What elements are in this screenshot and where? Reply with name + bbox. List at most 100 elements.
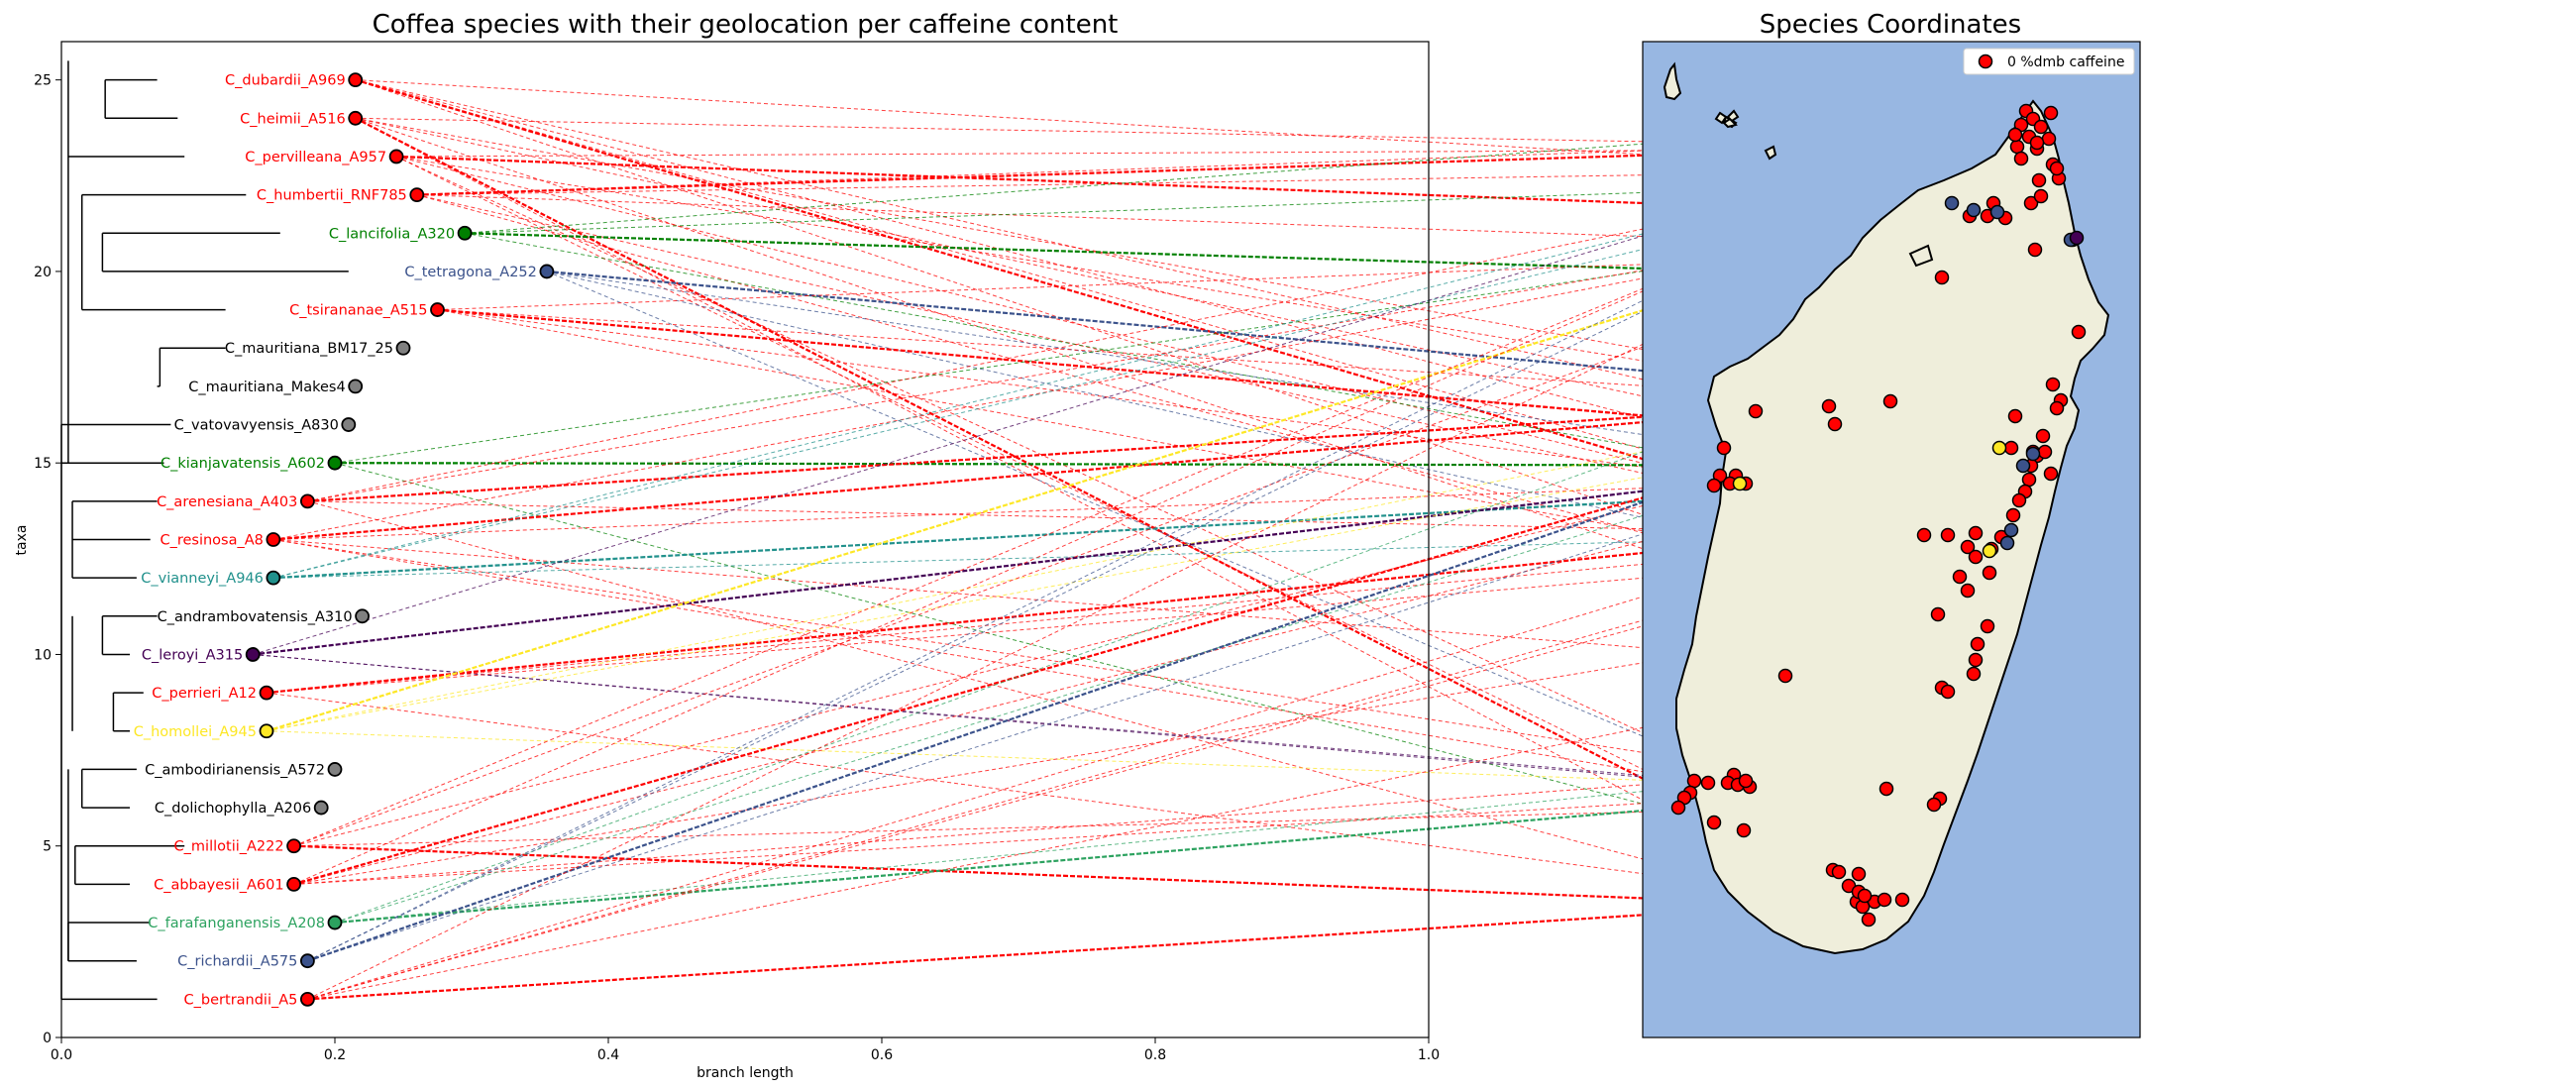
map-point [2049,161,2065,176]
y-tick-label: 15 [34,456,52,472]
map-point [1894,892,1910,908]
taxon-label: C_millotii_A222 [174,839,284,855]
map-point [1700,775,1716,791]
x-tick-label: 0.0 [51,1047,72,1063]
map-points [1670,103,2087,927]
map-point [2003,522,2019,538]
connection-line [437,309,2014,516]
map-point [2043,105,2059,121]
connection-line [334,462,2032,468]
map-point [1716,440,1732,456]
map-point [2049,400,2065,416]
y-tick-label: 5 [43,839,52,855]
connection-line [355,117,2030,481]
x-axis-label: branch length [697,1065,794,1081]
taxon-point [266,570,281,586]
map-point [2007,408,2023,424]
map-point [2069,230,2085,246]
map-point [1857,888,1873,904]
connection-line [355,117,2016,417]
connection-line [293,399,2062,847]
connection-line [437,309,1969,592]
map-point [1989,204,2005,220]
island-islet-grande-comore [1714,111,1728,125]
map-point [2035,428,2051,444]
taxon-point [259,685,274,701]
x-tick-label: 0.2 [324,1047,346,1063]
taxon-label: C_abbayesii_A601 [154,877,284,893]
connection-line [334,483,1747,924]
taxon-label: C_tsirananae_A515 [289,303,427,319]
taxon-label: C_kianjavatensis_A602 [161,456,325,472]
taxon-label: C_perrieri_A12 [152,686,257,702]
map-point [1670,800,1686,816]
taxon-label: C_bertrandii_A5 [184,992,298,1008]
legend-box [1963,48,2135,75]
taxon-point [299,493,315,509]
x-tick-label: 0.4 [597,1047,619,1063]
connection-line [307,473,2052,1000]
map-point [1940,684,1956,700]
connection-line [334,462,1715,823]
connection-line [272,485,1715,540]
connection-line [272,158,2022,579]
taxon-label: C_homollei_A945 [134,724,257,740]
map-point [1777,668,1793,684]
taxon-label: C_vatovavyensis_A830 [174,418,339,434]
taxon-label: C_tetragona_A252 [404,265,537,280]
map-point [2003,440,2019,456]
connection-line [272,539,1941,800]
island-islet-anjouan [1764,145,1777,161]
map-point [1980,618,1995,634]
y-tick-label: 0 [43,1031,52,1046]
taxon-label: C_dubardii_A969 [225,73,346,89]
island-islet-nw [1663,61,1682,101]
taxon-point [299,953,315,969]
connection-line [293,124,2022,885]
map-point [1968,549,1984,565]
map-point [1916,527,1932,543]
map-point [1877,892,1892,908]
map-point [2031,172,2047,188]
taxon-point [266,532,281,547]
taxon-label: C_lancifolia_A320 [329,226,455,242]
map-point [1821,398,1837,414]
map-point [1960,583,1976,599]
map-point [2033,119,2049,135]
map-point [1970,636,1986,652]
taxon-label: C_resinosa_A8 [160,533,263,549]
taxon-point [355,608,371,624]
taxon-label: C_leroyi_A315 [142,647,243,663]
map-point [2043,466,2059,482]
map-title: Species Coordinates [1760,10,2021,40]
connection-line [395,156,1735,776]
taxa-group: C_dubardii_A969 C_heimii_A516 C_pervillean… [134,72,555,1008]
map-point [2009,139,2025,155]
connection-line [395,156,1691,794]
taxon-label: C_vianneyi_A946 [141,571,264,587]
taxon-point [348,379,364,394]
connection-line [416,136,2030,196]
map-legend: 0 %dmb caffeine [1963,48,2135,75]
map-point [2041,131,2057,147]
taxon-point [259,723,274,739]
map-point [1706,815,1722,830]
map-point [1736,822,1752,838]
connection-line [272,539,1709,784]
map-point [1934,270,1950,285]
legend-marker [1978,54,1993,69]
y-tick-label: 10 [34,647,52,663]
taxon-label: C_richardii_A575 [177,954,297,970]
taxon-label: C_dolichophylla_A206 [155,801,311,817]
taxon-point [348,72,364,88]
taxon-label: C_farafanganensis_A208 [148,916,325,931]
connection-line [355,79,1836,425]
map-point [1732,476,1748,491]
taxon-label: C_humbertii_RNF785 [257,188,407,204]
connection-line [396,156,1891,402]
map-point [2033,188,2049,204]
taxon-point [299,991,315,1007]
map-point [1966,202,1982,218]
taxon-point [286,838,302,854]
taxon-label: C_andrambovatensis_A310 [158,609,353,625]
